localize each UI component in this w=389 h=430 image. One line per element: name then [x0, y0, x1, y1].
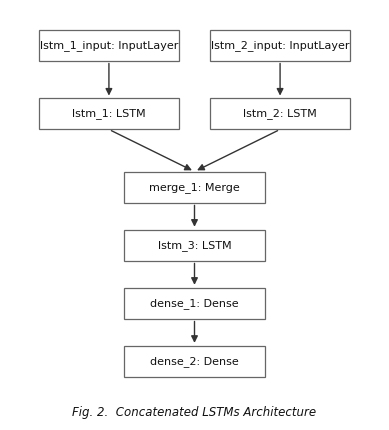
- Bar: [124, 288, 265, 319]
- Text: lstm_2: LSTM: lstm_2: LSTM: [243, 108, 317, 120]
- Bar: [210, 98, 350, 129]
- Bar: [124, 230, 265, 261]
- Text: lstm_1: LSTM: lstm_1: LSTM: [72, 108, 146, 120]
- Text: Fig. 2.  Concatenated LSTMs Architecture: Fig. 2. Concatenated LSTMs Architecture: [72, 406, 317, 419]
- Bar: [124, 172, 265, 203]
- Bar: [124, 346, 265, 377]
- Text: dense_2: Dense: dense_2: Dense: [150, 356, 239, 367]
- Text: dense_1: Dense: dense_1: Dense: [150, 298, 239, 309]
- Bar: [210, 30, 350, 61]
- Bar: [39, 30, 179, 61]
- Text: lstm_1_input: InputLayer: lstm_1_input: InputLayer: [40, 40, 178, 51]
- Text: lstm_3: LSTM: lstm_3: LSTM: [158, 240, 231, 251]
- Text: lstm_2_input: InputLayer: lstm_2_input: InputLayer: [211, 40, 349, 51]
- Text: merge_1: Merge: merge_1: Merge: [149, 181, 240, 193]
- Bar: [39, 98, 179, 129]
